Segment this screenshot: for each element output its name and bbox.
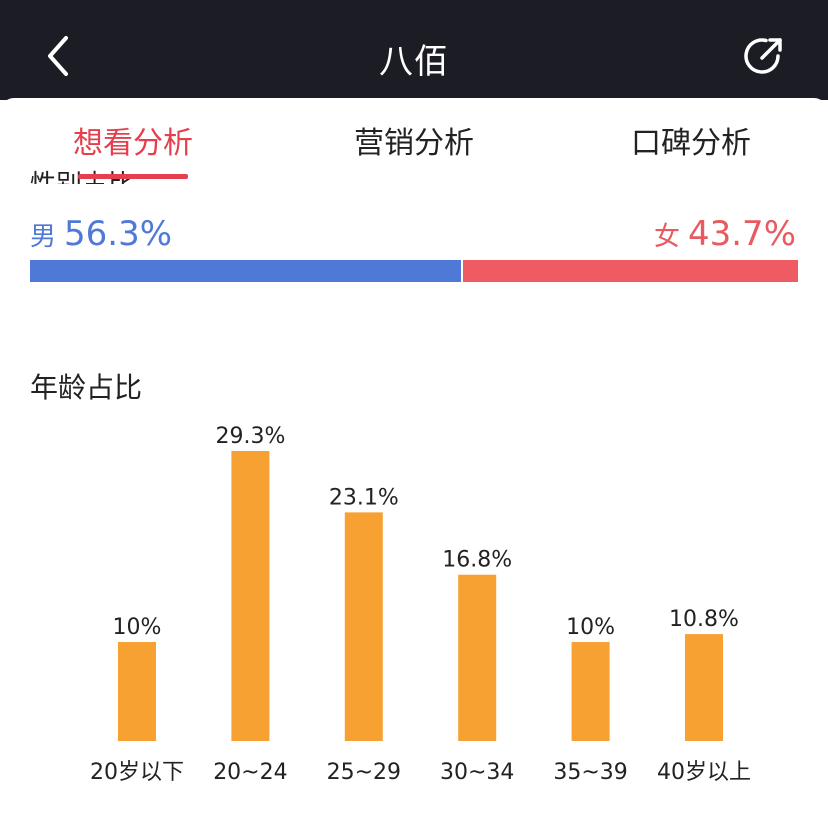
age-bar-2 [344,512,383,741]
age-section-title: 年龄占比 [30,371,143,404]
app-header: 八佰 [0,0,828,100]
male-share: 男 56.3% [30,214,172,254]
age-bar-value-label: 16.8% [442,548,512,573]
age-bar-value-label: 23.1% [329,485,399,510]
age-bar-5 [685,634,723,741]
age-category-label: 20岁以下 [90,760,184,785]
age-bar-4 [571,642,610,741]
female-bar [463,260,798,282]
age-bar-value-label: 10.8% [669,607,739,632]
male-value: 56.3% [64,214,173,254]
age-category-label: 20~24 [213,760,287,785]
female-label: 女 [653,222,680,252]
male-bar [30,260,461,282]
age-bar-value-label: 10% [113,615,162,640]
age-bar-value-label: 29.3% [215,424,285,449]
female-share: 女 43.7% [654,214,796,254]
chevron-left-icon [48,36,68,76]
age-bar-1 [231,451,270,741]
tab-marketing-analysis[interactable]: 营销分析 [354,126,474,161]
age-category-label: 35~39 [553,760,627,785]
age-category-label: 40岁以上 [657,760,751,785]
active-tab-indicator [78,174,188,179]
page-title: 八佰 [379,42,449,82]
tab-want-analysis[interactable]: 想看分析 [73,126,193,161]
age-bar-chart: 10% 20岁以下 29.3% 20~24 23.1% 25~29 16.8% 30~34 10… [90,424,751,785]
back-button[interactable] [40,32,80,80]
age-category-label: 25~29 [327,760,401,785]
male-label: 男 [30,222,57,252]
share-icon [744,38,782,74]
tab-reputation-analysis[interactable]: 口碑分析 [631,126,751,161]
female-value: 43.7% [687,214,796,254]
share-button[interactable] [740,32,788,80]
age-bar-value-label: 10% [566,615,615,640]
age-bar-3 [458,574,497,741]
age-category-label: 30~34 [440,760,514,785]
gender-ratio-bar [30,260,798,282]
age-bar-0 [118,642,156,741]
tab-bar: 想看分析 营销分析 口碑分析 [0,98,828,276]
